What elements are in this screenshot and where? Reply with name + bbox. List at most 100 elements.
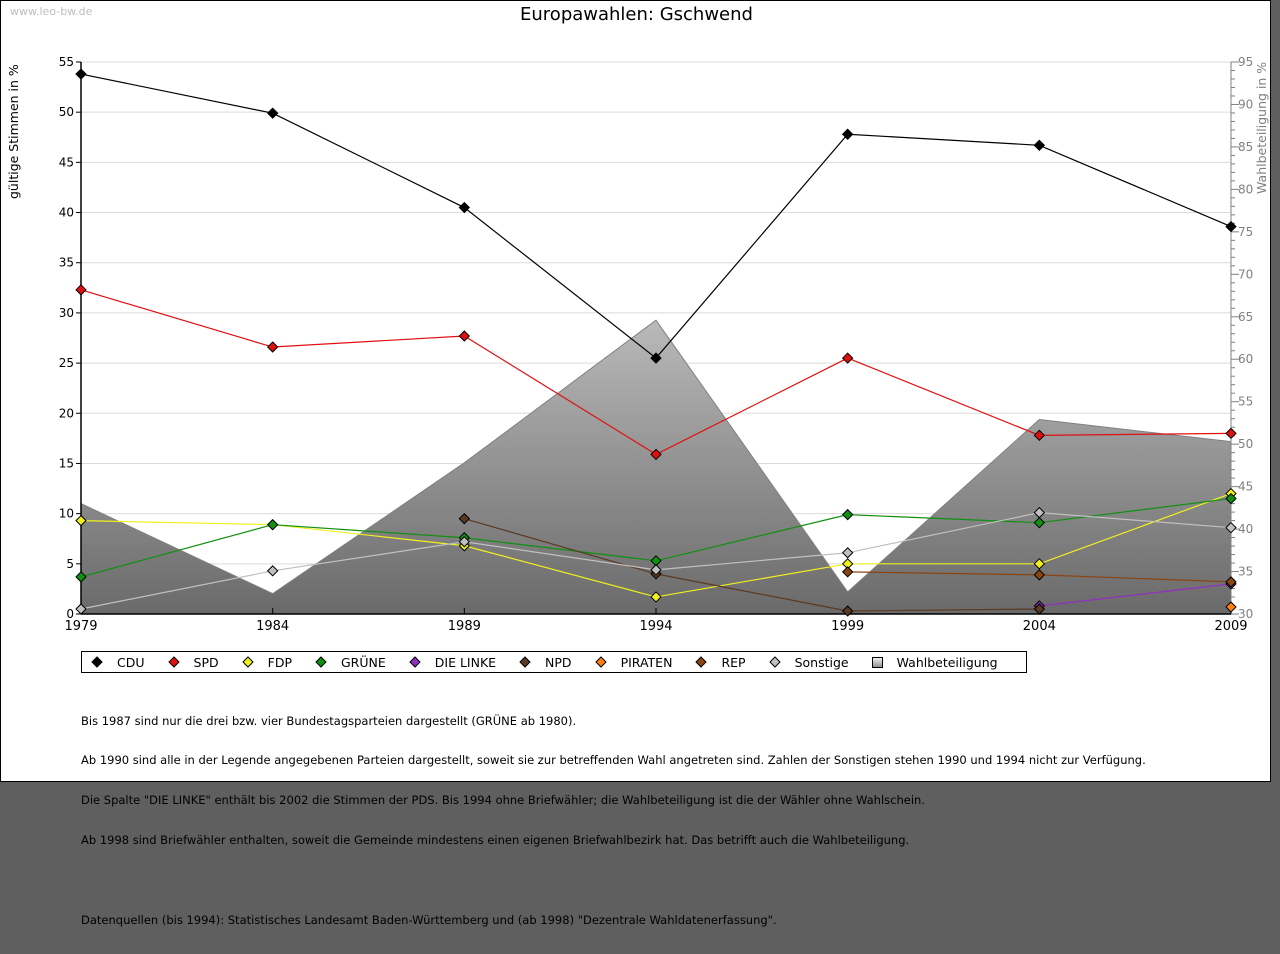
y-tick-label-right: 45 [1238, 480, 1253, 494]
y-tick-label-right: 80 [1238, 182, 1253, 196]
y-tick-label-right: 85 [1238, 140, 1253, 154]
y-tick-label-right: 70 [1238, 267, 1253, 281]
y-tick-label-right: 55 [1238, 395, 1253, 409]
data-point-sonstige [650, 564, 662, 576]
data-point-spd [650, 448, 662, 461]
footnotes: Bis 1987 sind nur die drei bzw. vier Bun… [81, 688, 1146, 954]
data-point-gr-ne [75, 571, 87, 583]
data-point-spd [266, 341, 279, 353]
legend-diamond-icon [91, 656, 103, 668]
y-tick-label-left: 50 [59, 105, 74, 119]
x-tick-label: 1999 [831, 619, 864, 634]
x-tick-label: 1979 [64, 619, 97, 634]
y-tick-label-left: 20 [59, 406, 74, 420]
legend-diamond-icon [768, 656, 781, 668]
y-tick-label-right: 30 [1238, 607, 1253, 621]
data-point-sonstige [1225, 521, 1237, 534]
y-tick-label-right: 65 [1238, 310, 1253, 324]
legend-item-gr-ne: GRÜNE [315, 655, 386, 670]
y-tick-label-right: 50 [1238, 437, 1253, 451]
data-point-piraten [1225, 601, 1237, 613]
series-line-cdu [80, 73, 1232, 359]
turnout-area [81, 320, 1231, 614]
legend-label: CDU [117, 654, 145, 670]
legend-diamond-icon [167, 656, 180, 668]
data-point-gr-ne [1033, 516, 1046, 529]
turnout-area-layer [80, 319, 1232, 614]
legend-diamond-icon [519, 656, 531, 668]
legend-item-cdu: CDU [91, 655, 145, 670]
y-tick-label-right: 40 [1238, 522, 1253, 536]
chart-title: Europawahlen: Gschwend [520, 4, 753, 25]
y-tick-label-left: 45 [59, 155, 74, 169]
chart-canvas: 0 5 10 15 20 25 30 35 40 45 50 55 30 35 40 45 50 55 60 65 70… [6, 55, 1269, 634]
data-point-spd [841, 352, 854, 364]
data-point-gr-ne [266, 518, 279, 531]
data-point-cdu [266, 107, 279, 119]
series-line-die-linke [1039, 583, 1232, 607]
data-point-cdu [1225, 220, 1237, 233]
footnote-line: Ab 1998 sind Briefwähler enthalten, sowe… [81, 833, 910, 848]
y-tick-label-left: 55 [59, 55, 74, 69]
x-tick-label: 1994 [639, 619, 672, 634]
y-tick-label-right: 95 [1238, 55, 1253, 69]
legend-diamond-icon [695, 656, 708, 668]
data-point-sonstige [266, 565, 279, 577]
y-tick-label-left: 30 [59, 306, 74, 320]
data-point-cdu [458, 201, 471, 214]
legend-label: FDP [267, 654, 292, 670]
y-tick-label-left: 10 [59, 507, 74, 521]
footnote-line: Datenquellen (bis 1994): Statistisches L… [81, 913, 777, 928]
data-point-rep [1033, 569, 1046, 581]
footnote-line: Die Spalte "DIE LINKE" enthält bis 2002 … [81, 793, 925, 808]
data-point-fdp [650, 591, 662, 603]
data-point-gr-ne [841, 508, 854, 521]
watermark: www.leo-bw.de [10, 5, 93, 18]
y-axis-label-right: Wahlbeteiligung in % [1254, 62, 1269, 194]
legend-item-sonstige: Sonstige [768, 655, 849, 670]
footnote-line: Ab 1990 sind alle in der Legende angegeb… [81, 753, 1146, 768]
data-point-sonstige [75, 603, 87, 615]
data-point-cdu [75, 68, 87, 80]
legend-label: GRÜNE [340, 654, 386, 670]
data-point-cdu [1033, 139, 1046, 152]
chart-frame: www.leo-bw.de Europawahlen: Gschwend 0 5 1… [0, 0, 1271, 927]
y-tick-label-left: 5 [66, 557, 74, 571]
data-point-sonstige [458, 536, 471, 548]
legend-diamond-icon [594, 656, 607, 668]
y-tick-label-left: 40 [59, 206, 74, 220]
data-point-fdp [1033, 558, 1046, 570]
legend-item-rep: REP [695, 654, 746, 670]
y-tick-label-left: 35 [59, 256, 74, 270]
legend-label: SPD [193, 654, 219, 670]
data-point-npd [458, 512, 471, 525]
data-point-sonstige [841, 547, 854, 559]
data-point-cdu [650, 352, 662, 364]
legend-label: DIE LINKE [434, 654, 497, 670]
y-tick-label-right: 75 [1238, 225, 1253, 239]
data-point-spd [1225, 427, 1237, 440]
x-tick-label: 2009 [1214, 619, 1247, 634]
y-axis-label-left: gültige Stimmen in % [6, 64, 21, 199]
data-point-gr-ne [1225, 492, 1237, 505]
legend-label: NPD [545, 654, 572, 670]
y-tick-label-right: 90 [1238, 97, 1253, 111]
footnote-line: Bis 1987 sind nur die drei bzw. vier Bun… [81, 713, 577, 728]
data-point-spd [1033, 429, 1046, 442]
y-tick-label-left: 25 [59, 356, 74, 370]
legend-diamond-icon [315, 656, 327, 668]
legend-item-die-linke: DIE LINKE [409, 655, 496, 670]
legend-label: Wahlbeteiligung [896, 654, 998, 670]
legend-item-spd: SPD [167, 654, 219, 670]
data-point-rep [841, 566, 854, 578]
y-tick-label-right: 35 [1238, 565, 1253, 579]
turnout-area-outline [80, 319, 1232, 595]
legend-label: PIRATEN [620, 654, 673, 670]
data-point-sonstige [1033, 506, 1046, 519]
data-point-rep [1225, 576, 1237, 588]
legend-label: REP [721, 654, 746, 670]
legend-item-wahlbeteiligung: Wahlbeteiligung [871, 654, 998, 670]
legend: CDU SPD FDP GRÜNE DIE LINKE NPD PIRATEN REP Sons… [81, 651, 1027, 673]
legend-square-icon [871, 656, 883, 668]
data-point-cdu [841, 128, 854, 140]
